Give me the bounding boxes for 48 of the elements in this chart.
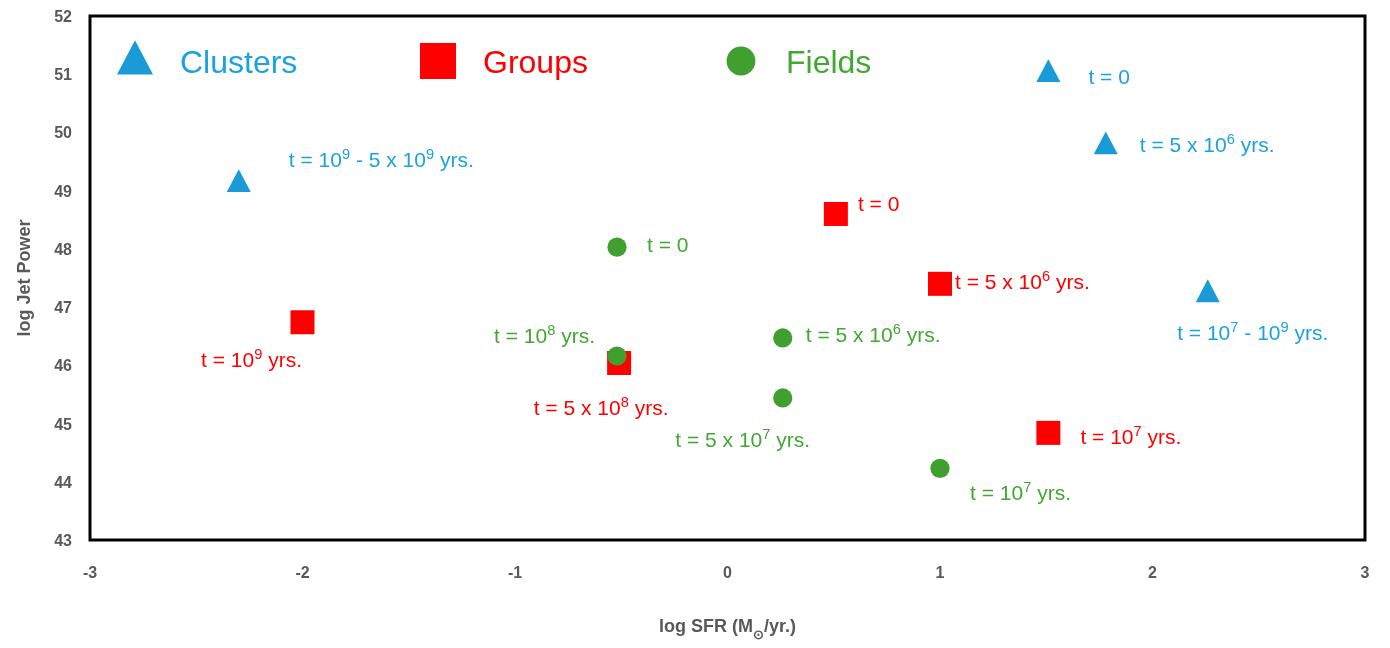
point (1195, 279, 1220, 303)
point (607, 237, 627, 257)
point (1036, 420, 1061, 445)
x-tick-label: 0 (723, 564, 733, 581)
annotation: t = 5 x 10$^{8}$ yrs. (533, 394, 669, 419)
y-tick-label: 48 (54, 240, 73, 258)
annotation: t = 10$^{9}$ yrs. (201, 346, 302, 372)
x-tick-label: 1 (935, 564, 945, 581)
x-tick-label: -2 (295, 564, 310, 581)
y-tick-label: 49 (54, 182, 73, 200)
legend-label: Fields (786, 44, 872, 80)
legend-label: Groups (483, 44, 588, 80)
y-tick-label: 47 (54, 299, 73, 317)
y-tick-label: 50 (54, 124, 73, 142)
legend-label: Clusters (180, 44, 298, 80)
x-tick-label: -1 (507, 564, 523, 581)
y-tick-label: 46 (54, 357, 73, 375)
annotation: t = 0 (1088, 65, 1130, 89)
point (930, 458, 950, 478)
point (290, 310, 315, 335)
y-tick-label: 43 (54, 532, 73, 549)
annotation: t = 0 (647, 233, 689, 257)
point (823, 201, 848, 226)
annotation: t = 5 x 10$^{6}$ yrs. (955, 267, 1090, 293)
annotation: t = 10$^{9}$ - 5 x 10$^{9}$ yrs. (288, 146, 474, 172)
x-tick-label: 2 (1148, 564, 1158, 581)
y-tick-label: 44 (54, 473, 73, 491)
annotation: t = 5 x 10$^{6}$ yrs. (1139, 131, 1275, 157)
y-tick-label: 51 (54, 66, 73, 84)
y-tick-label: 52 (54, 8, 73, 25)
point (1093, 131, 1118, 155)
annotation: t = 5 x 10$^{6}$ yrs. (805, 320, 941, 346)
annotation: t = 10$^{8}$ yrs. (494, 322, 595, 348)
point (226, 169, 251, 193)
annotation: t = 0 (857, 191, 900, 215)
point (1036, 59, 1061, 83)
annotation: t = 10$^{7}$ yrs. (970, 479, 1071, 505)
point (773, 328, 793, 348)
annotation: t = 5 x 10$^{7}$ yrs. (675, 425, 811, 451)
y-axis-title: log Jet Power (14, 219, 34, 337)
x-tick-label: -3 (82, 564, 98, 581)
x-tick-label: 3 (1360, 564, 1370, 581)
y-tick-label: 45 (54, 415, 73, 433)
point (928, 271, 952, 296)
x-axis-title: log SFR (M$_{⊙}$/yr.) (658, 616, 797, 642)
annotation: t = 10$^{7}$ yrs. (1080, 422, 1182, 448)
annotation: t = 10$^{7}$ - 10$^{9}$ yrs. (1177, 319, 1329, 345)
point (773, 388, 793, 408)
